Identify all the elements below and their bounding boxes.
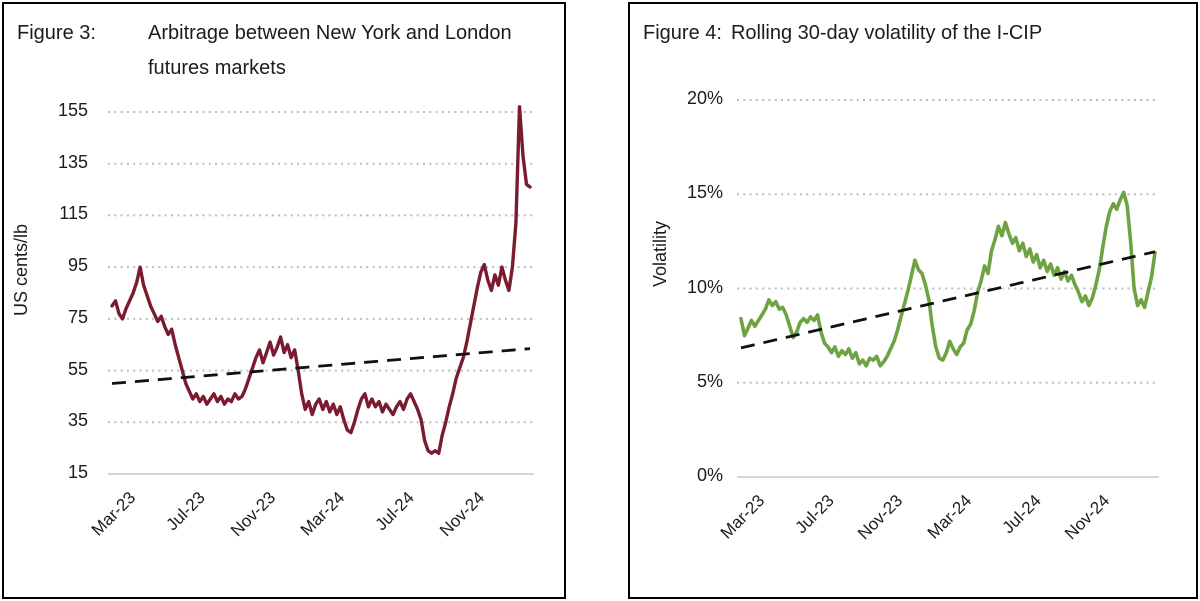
y-tick-label: 135 bbox=[57, 151, 88, 172]
y-tick-label: 15% bbox=[686, 182, 723, 203]
figure-4-label: Figure 4: bbox=[643, 22, 722, 44]
y-tick-label: 75 bbox=[67, 306, 88, 327]
figure-4-panel: Figure 4: Rolling 30-day volatility of t… bbox=[628, 2, 1198, 599]
figure-3-label: Figure 3: bbox=[17, 22, 96, 44]
y-tick-label: 10% bbox=[686, 276, 723, 297]
y-tick-label: 115 bbox=[59, 203, 88, 224]
figure-4-title-text: Rolling 30-day volatility of the I-CIP bbox=[730, 22, 1043, 44]
trend-line bbox=[740, 250, 1156, 350]
figure-3-title-text: Arbitrage between New York and London fu… bbox=[148, 22, 512, 79]
series-line bbox=[739, 190, 1157, 368]
y-tick-label: 0% bbox=[696, 465, 723, 485]
figure-4-chart-area: 20% 15% 10% 5% 0% Mar-23 Jul-23 Nov-23 Mar-24 Jul… bbox=[630, 4, 1196, 597]
figure-3-chart-area: 155 135 115 95 75 55 35 15 Mar-23 Jul-23 Nov-23 Mar… bbox=[4, 4, 564, 597]
y-tick-label: 5% bbox=[696, 370, 723, 391]
trend-line bbox=[111, 347, 531, 385]
y-tick-label: 20% bbox=[686, 88, 723, 108]
chart-svg bbox=[737, 99, 1159, 478]
y-tick-label: 55 bbox=[67, 358, 88, 379]
y-tick-label: 35 bbox=[67, 410, 88, 431]
y-tick-label: 15 bbox=[67, 462, 88, 482]
chart-svg bbox=[108, 105, 534, 475]
series-line bbox=[110, 105, 532, 455]
figure-4-title: Figure 4: Rolling 30-day volatility of t… bbox=[630, 4, 1196, 51]
figure-3-title: Figure 3: Arbitrage between New York and… bbox=[4, 4, 564, 86]
y-tick-label: 95 bbox=[67, 255, 88, 276]
y-tick-label: 155 bbox=[57, 100, 88, 120]
figure-3-panel: Figure 3: Arbitrage between New York and… bbox=[2, 2, 566, 599]
